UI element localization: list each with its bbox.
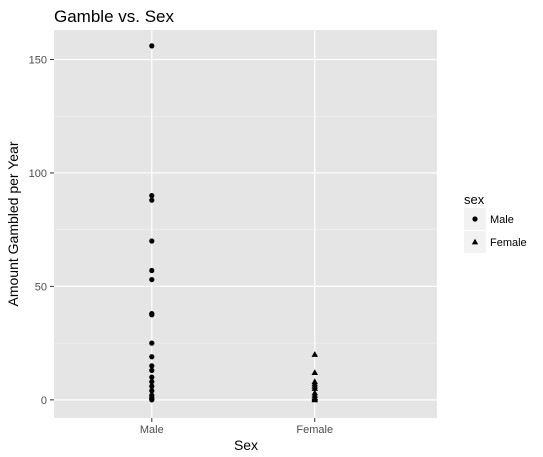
female-point-triangle — [311, 385, 318, 391]
male-point-circle — [149, 354, 155, 360]
legend-label-female: Female — [490, 237, 527, 249]
male-point-circle — [149, 193, 155, 199]
y-tick-label: 50 — [35, 281, 47, 293]
legend-title: sex — [464, 192, 485, 207]
male-point-circle — [149, 312, 155, 318]
x-tick-label: Female — [296, 424, 333, 436]
male-point-circle — [149, 383, 155, 389]
female-point-triangle — [311, 396, 318, 403]
legend-male-circle-icon — [472, 216, 478, 222]
male-point-circle — [149, 340, 155, 346]
y-tick-label: 100 — [29, 168, 47, 180]
male-point-circle — [149, 43, 155, 49]
x-axis-title: Sex — [234, 437, 258, 453]
male-point-circle — [149, 197, 155, 203]
male-point-circle — [149, 388, 155, 394]
plot-panel — [54, 30, 437, 418]
legend: sex Male Female — [464, 192, 527, 253]
x-tick-labels: Male Female — [140, 418, 333, 436]
data-points — [149, 43, 318, 403]
x-tick-label: Male — [140, 424, 164, 436]
chart-title: Gamble vs. Sex — [54, 7, 174, 26]
y-axis-title: Amount Gambled per Year — [5, 141, 21, 306]
male-point-circle — [149, 238, 155, 244]
y-tick-label: 0 — [41, 395, 47, 407]
male-point-circle — [149, 267, 155, 274]
male-point-circle — [149, 379, 155, 385]
male-point-circle — [149, 276, 155, 283]
male-point-circle — [149, 367, 155, 373]
female-point-triangle — [311, 369, 318, 375]
y-tick-label: 150 — [29, 54, 47, 66]
male-point-circle — [149, 363, 155, 369]
legend-label-male: Male — [490, 214, 514, 226]
male-point-circle — [149, 397, 155, 403]
y-tick-labels: 0 50 100 150 — [29, 54, 54, 407]
female-point-triangle — [311, 351, 318, 357]
legend-female-triangle-icon — [471, 238, 479, 245]
male-point-circle — [149, 374, 155, 380]
